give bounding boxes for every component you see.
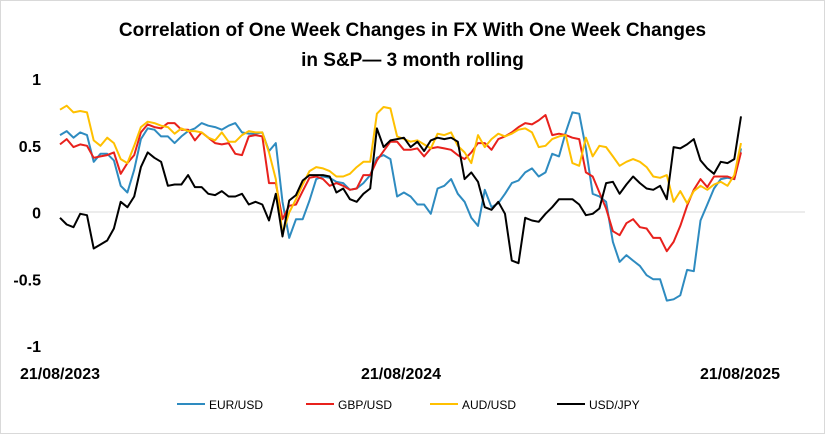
- legend-item: AUD/USD: [430, 398, 516, 412]
- series-line-aud-usd: [59, 104, 742, 235]
- legend: EUR/USD GBP/USD AUD/USD USD/JPY: [177, 398, 640, 412]
- y-tick-label: 0: [32, 206, 41, 223]
- legend-label: USD/JPY: [589, 398, 640, 412]
- series-line-usd-jpy: [59, 116, 742, 265]
- legend-item: USD/JPY: [557, 398, 640, 412]
- series-line-gbp-usd: [59, 114, 742, 253]
- y-axis-ticks: 1 0.5 0 -0.5 -1: [13, 72, 41, 356]
- chart-title-line2: in S&P— 3 month rolling: [301, 50, 524, 71]
- x-axis-ticks: 21/08/2023 21/08/2024 21/08/2025: [20, 366, 780, 383]
- x-tick-label: 21/08/2023: [20, 366, 100, 383]
- series-lines: [59, 104, 742, 302]
- legend-item: GBP/USD: [306, 398, 392, 412]
- y-tick-label: -0.5: [13, 272, 41, 289]
- legend-label: AUD/USD: [462, 398, 516, 412]
- x-tick-label: 21/08/2025: [700, 366, 780, 383]
- y-tick-label: 0.5: [19, 139, 41, 156]
- y-tick-label: 1: [32, 72, 41, 89]
- legend-label: GBP/USD: [338, 398, 392, 412]
- chart-title: Correlation of One Week Changes in FX Wi…: [118, 20, 707, 41]
- legend-label: EUR/USD: [209, 398, 263, 412]
- legend-item: EUR/USD: [177, 398, 263, 412]
- y-tick-label: -1: [27, 339, 41, 356]
- series-line-eur-usd: [59, 111, 742, 302]
- x-tick-label: 21/08/2024: [361, 366, 441, 383]
